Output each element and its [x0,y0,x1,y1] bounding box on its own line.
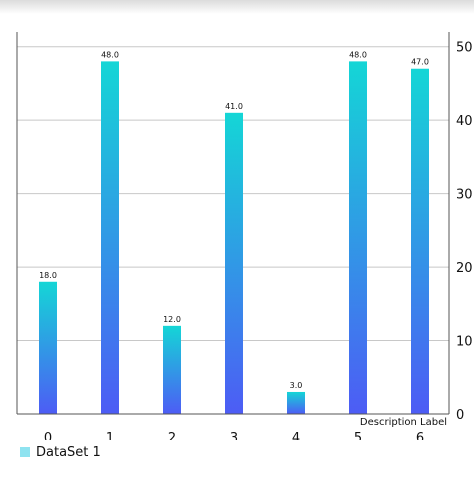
axes [16,32,450,415]
legend-label: DataSet 1 [36,444,101,460]
bar [287,391,305,414]
y-tick-label: 20 [456,261,473,276]
x-tick-label: 5 [354,431,362,440]
value-labels: 18.0 48.0 12.0 41.0 3.0 48.0 47.0 [39,50,429,390]
y-tick-label: 50 [456,41,473,56]
bar [39,281,57,414]
y-tick-label: 30 [456,188,473,203]
bar-chart: 18.048.012.041.03.048.047.0 01020304050 … [16,32,473,440]
y-tick-label: 40 [456,114,473,129]
y-tick-label: 0 [456,408,464,423]
bar-value-label: 48.0 [349,50,367,59]
x-tick-label: 6 [416,431,424,440]
bar-value-label: 48.0 [101,50,119,59]
y-axis-ticks: 0 10 20 30 40 50 [456,41,473,423]
x-tick-label: 4 [292,431,300,440]
x-tick-label: 0 [44,431,52,440]
x-tick-label: 2 [168,431,176,440]
bars [39,61,429,415]
bar-value-label: 18.0 [39,271,57,280]
bar-value-label: 41.0 [225,102,243,111]
legend-swatch [20,447,30,457]
bar [101,61,119,415]
legend: DataSet 1 [20,444,101,460]
x-tick-label: 3 [230,431,238,440]
bar [163,325,181,414]
bar-value-label: 12.0 [163,315,181,324]
bar-value-label: 47.0 [411,58,429,67]
y-tick-label: 10 [456,335,473,350]
x-tick-label: 1 [106,431,114,440]
top-shadow-bar [0,0,474,14]
description-label: Description Label [360,417,447,428]
bar-value-label: 3.0 [290,381,303,390]
bar [411,68,429,414]
bar [349,61,367,415]
x-axis-ticks: 0 1 2 3 4 5 6 [44,431,424,440]
bar [225,112,243,415]
